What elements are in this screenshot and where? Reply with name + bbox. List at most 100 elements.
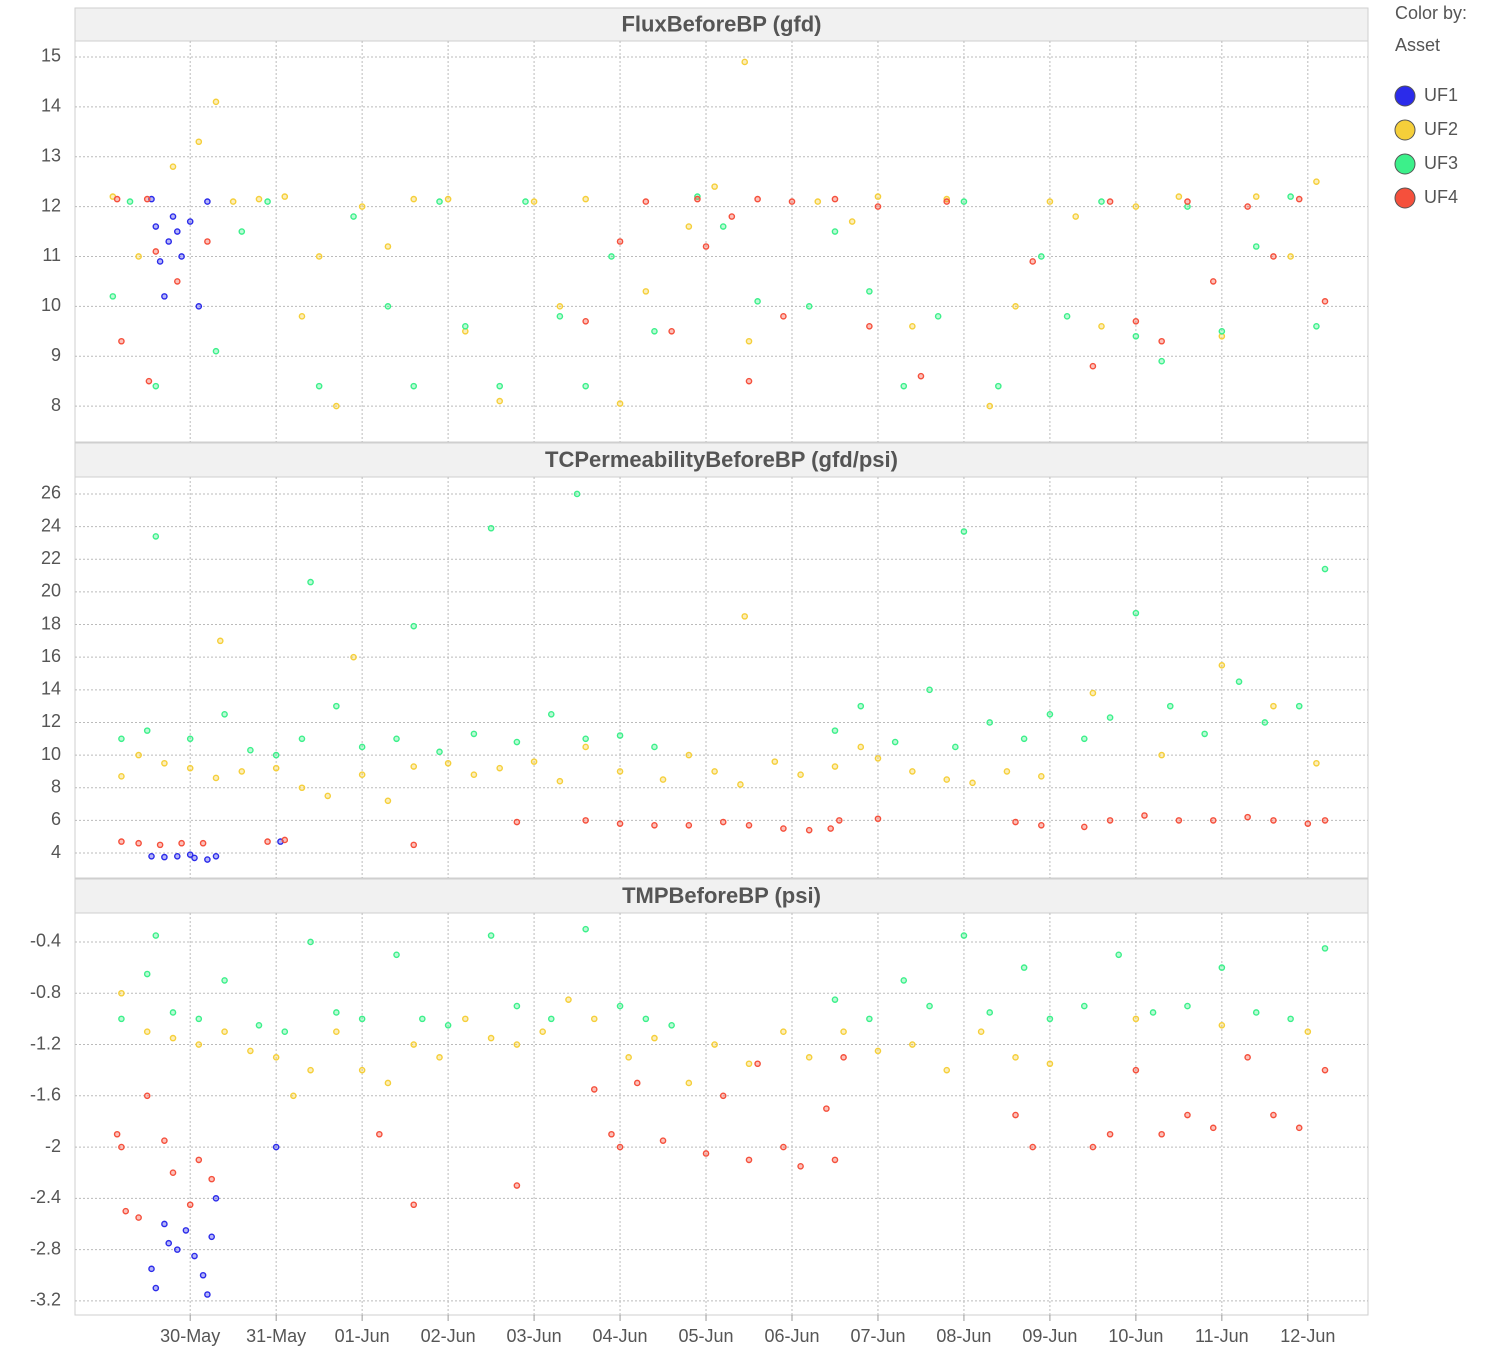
point (186, 1201, 194, 1209)
legend-swatch (1394, 119, 1416, 141)
point (840, 1054, 847, 1061)
point (1270, 253, 1277, 260)
point (651, 743, 658, 751)
point (444, 759, 452, 767)
point (195, 1041, 203, 1048)
point (960, 528, 968, 535)
point (900, 977, 908, 984)
point (410, 195, 418, 203)
point (1089, 1143, 1097, 1151)
y-tick-label: 13 (41, 145, 61, 165)
point (866, 1015, 873, 1023)
point (582, 817, 589, 824)
point (152, 382, 160, 390)
point (350, 213, 357, 220)
point (1132, 1066, 1140, 1074)
point (333, 1028, 340, 1036)
point (745, 377, 753, 385)
point (1287, 1015, 1294, 1023)
point (977, 1028, 985, 1036)
point (1304, 820, 1312, 827)
point (831, 1156, 839, 1164)
point (118, 1015, 125, 1023)
point (272, 1143, 280, 1151)
point (814, 198, 822, 205)
point (191, 1252, 198, 1260)
point (582, 735, 589, 743)
point (272, 751, 280, 759)
point (1184, 1111, 1191, 1119)
y-tick-label: -0.4 (30, 931, 61, 951)
point (122, 1207, 130, 1215)
point (186, 218, 194, 225)
point (995, 382, 1002, 390)
point (891, 738, 899, 746)
point (182, 1227, 190, 1234)
point (1158, 357, 1165, 365)
point (616, 732, 624, 739)
x-tick-label: 09-Jun (1022, 1326, 1077, 1346)
y-tick-label: 16 (41, 646, 61, 666)
point (685, 1079, 693, 1087)
point (909, 1041, 916, 1048)
point (694, 195, 701, 203)
point (281, 1028, 289, 1036)
point (1020, 735, 1028, 743)
point (711, 183, 718, 190)
x-tick-label: 11-Jun (1195, 1326, 1249, 1346)
point (719, 818, 727, 826)
point (1287, 193, 1294, 200)
y-tick-label: 10 (41, 744, 61, 764)
point (186, 735, 194, 743)
x-tick-label: 05-Jun (679, 1326, 734, 1346)
point (165, 238, 173, 245)
point (161, 853, 168, 861)
point (384, 243, 392, 250)
point (393, 951, 400, 959)
point (1252, 1009, 1260, 1016)
point (315, 253, 323, 260)
point (444, 1021, 452, 1029)
point (470, 771, 478, 778)
point (1321, 945, 1329, 952)
point (745, 821, 753, 829)
point (186, 764, 194, 772)
point (1158, 337, 1165, 345)
x-tick-label: 10-Jun (1108, 1326, 1163, 1346)
point (608, 253, 615, 260)
point (952, 743, 959, 751)
point (1038, 773, 1045, 780)
point (831, 727, 839, 734)
point (1029, 258, 1037, 265)
point (410, 1041, 418, 1048)
point (229, 198, 237, 205)
y-tick-label: 15 (41, 46, 61, 66)
point (719, 223, 727, 230)
point (625, 1054, 632, 1061)
x-tick-label: 01-Jun (335, 1326, 390, 1346)
point (178, 253, 185, 260)
point (358, 1015, 366, 1023)
point (840, 1028, 847, 1036)
point (1038, 821, 1045, 829)
legend-field: Asset (1395, 35, 1440, 55)
y-tick-label: 24 (41, 515, 61, 535)
point (805, 826, 813, 834)
point (169, 1034, 177, 1042)
point (174, 1246, 181, 1253)
point (1132, 609, 1140, 617)
point (1287, 253, 1294, 260)
point (582, 382, 589, 390)
point (685, 223, 693, 230)
point (113, 195, 121, 203)
point (1218, 662, 1226, 669)
point (1132, 332, 1140, 340)
point (1046, 1015, 1054, 1023)
point (1063, 313, 1071, 320)
point (118, 773, 125, 780)
point (195, 303, 203, 310)
point (1201, 730, 1208, 738)
point (633, 1079, 641, 1087)
point (195, 1156, 203, 1164)
